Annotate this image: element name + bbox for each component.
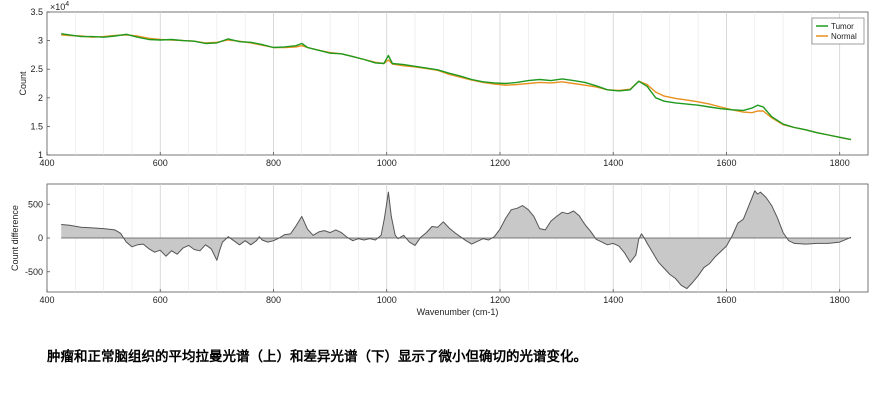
x-tick-label: 1000 <box>377 158 397 168</box>
series-line-tumor <box>61 33 852 141</box>
top-y-axis-label: Count <box>18 71 28 96</box>
y-tick-label: 3.5 <box>30 7 43 17</box>
mean-spectra-chart: 400 600 800 1000 1200 1400 1600 1800 1 1.5 2 2.5 3 3… <box>18 1 869 168</box>
bottom-y-ticks: -500 0 500 <box>25 199 50 277</box>
difference-line <box>61 190 852 290</box>
difference-spectrum-chart: 400 600 800 1000 1200 1400 1600 1800 -500 0 500 C… <box>10 183 869 317</box>
difference-area <box>61 190 852 290</box>
y-tick-label: 2 <box>38 93 43 103</box>
x-tick-label: 1800 <box>830 295 850 305</box>
top-grid <box>75 12 841 155</box>
x-tick-label: 600 <box>153 295 168 305</box>
top-x-ticks: 400 600 800 1000 1200 1400 1600 1800 <box>39 152 850 168</box>
legend-label-tumor: Tumor <box>831 22 854 31</box>
x-tick-label: 1200 <box>490 158 510 168</box>
difference-fill <box>61 190 851 289</box>
top-y-ticks: 1 1.5 2 2.5 3 3.5 <box>30 7 50 160</box>
y-tick-label: 1 <box>38 150 43 160</box>
y-multiplier-label: ×104 <box>50 1 69 12</box>
y-tick-label: 1.5 <box>30 121 43 131</box>
top-series-lines <box>61 33 852 141</box>
x-tick-label: 1600 <box>716 295 736 305</box>
y-tick-label: 0 <box>38 233 43 243</box>
x-tick-label: 400 <box>39 295 54 305</box>
x-tick-label: 800 <box>266 295 281 305</box>
legend-label-normal: Normal <box>831 32 857 41</box>
bottom-x-axis-label: Wavenumber (cm-1) <box>417 307 499 317</box>
x-tick-label: 1200 <box>490 295 510 305</box>
legend-box <box>811 17 865 45</box>
x-tick-label: 600 <box>153 158 168 168</box>
x-tick-label: 1800 <box>830 158 850 168</box>
bottom-x-ticks: 400 600 800 1000 1200 1400 1600 1800 <box>39 289 850 305</box>
y-tick-label: 500 <box>28 199 43 209</box>
x-tick-label: 1400 <box>603 158 623 168</box>
figure: 400 600 800 1000 1200 1400 1600 1800 1 1.5 2 2.5 3 3… <box>10 1 869 317</box>
x-tick-label: 800 <box>266 158 281 168</box>
y-tick-label: 3 <box>38 36 43 46</box>
x-tick-label: 1000 <box>377 295 397 305</box>
x-tick-label: 1600 <box>716 158 736 168</box>
y-tick-label: 2.5 <box>30 64 43 74</box>
x-tick-label: 1400 <box>603 295 623 305</box>
y-tick-label: -500 <box>25 267 43 277</box>
top-plot-area <box>46 11 869 156</box>
x-tick-label: 400 <box>39 158 54 168</box>
bottom-y-axis-label: Count difference <box>10 205 20 271</box>
figure-caption: 肿瘤和正常脑组织的平均拉曼光谱（上）和差异光谱（下）显示了微小但确切的光谱变化。 <box>47 349 587 365</box>
